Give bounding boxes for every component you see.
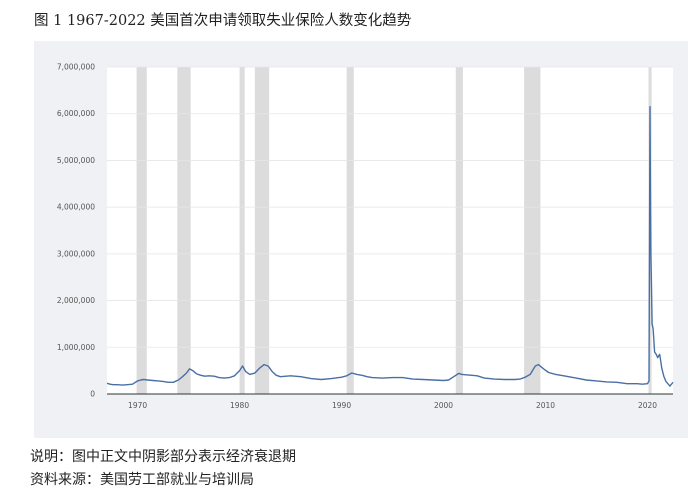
- figure-title: 图 1 1967-2022 美国首次申请领取失业保险人数变化趋势: [34, 13, 412, 29]
- x-tick-label: 2010: [536, 401, 555, 410]
- y-tick-label: 7,000,000: [57, 63, 95, 72]
- grid-lines: [107, 66, 673, 395]
- recession-band-0: [136, 67, 147, 394]
- x-tick-label: 1970: [128, 401, 147, 410]
- y-tick-label: 3,000,000: [57, 249, 95, 258]
- y-axis: 0 1,000,000 2,000,000 3,000,000 4,000,000 5,0…: [57, 63, 95, 399]
- source-note: 资料来源：美国劳工部就业与培训局: [30, 472, 254, 488]
- plot-area: [107, 67, 673, 394]
- recession-band-1: [177, 67, 191, 394]
- y-tick-label: 5,000,000: [57, 156, 95, 165]
- recession-band-2: [239, 67, 245, 394]
- recession-band-4: [346, 67, 354, 394]
- y-tick-label: 4,000,000: [57, 203, 95, 212]
- x-tick-label: 1980: [230, 401, 249, 410]
- x-tick-label: 1990: [332, 401, 351, 410]
- chart-panel: 0 1,000,000 2,000,000 3,000,000 4,000,000 5,0…: [34, 41, 688, 438]
- claims-line-chart: 0 1,000,000 2,000,000 3,000,000 4,000,000 5,0…: [57, 63, 674, 410]
- y-tick-label: 0: [90, 390, 95, 399]
- recession-band-3: [254, 67, 270, 394]
- x-axis: 1970 1980 1990 2000 2010 2020: [107, 393, 673, 410]
- y-tick-label: 1,000,000: [57, 343, 95, 352]
- y-tick-label: 6,000,000: [57, 109, 95, 118]
- recession-note: 说明：图中正文中阴影部分表示经济衰退期: [30, 449, 296, 465]
- x-tick-label: 2020: [638, 401, 657, 410]
- y-tick-label: 2,000,000: [57, 296, 95, 305]
- recession-band-5: [455, 67, 463, 394]
- series-layer: [106, 105, 674, 387]
- recession-shading: [136, 67, 652, 394]
- x-tick-label: 2000: [434, 401, 453, 410]
- series-line-0: [106, 105, 674, 387]
- recession-band-6: [524, 67, 541, 394]
